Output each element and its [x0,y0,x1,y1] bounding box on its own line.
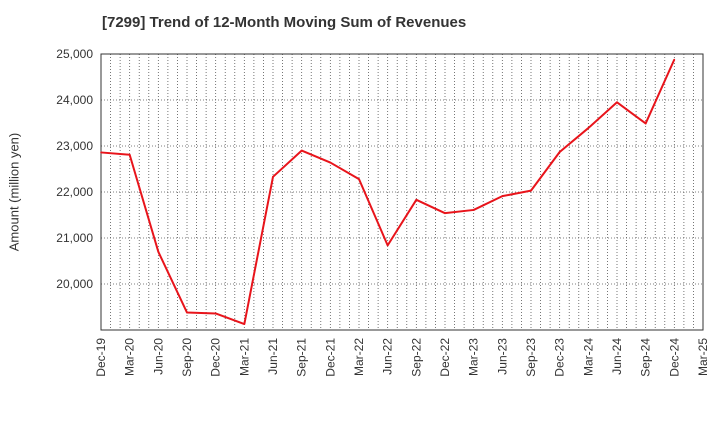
x-tick-label: Jun-24 [610,338,624,375]
x-tick-label: Mar-23 [467,338,481,376]
x-tick-label: Sep-23 [524,338,538,377]
series-layer [100,58,676,326]
y-tick-label: 20,000 [56,277,93,291]
y-tick-label: 23,000 [56,139,93,153]
data-point [444,212,446,214]
data-point [530,189,532,192]
data-point [358,178,360,180]
x-tick-label: Jun-21 [266,338,280,375]
data-point [501,195,504,197]
data-point [472,209,475,211]
data-point [214,312,217,315]
plot-frame [100,53,704,331]
data-point [100,151,102,154]
data-point [415,199,418,201]
x-tick-label: Mar-20 [123,338,137,376]
x-tick-label: Dec-19 [94,338,108,377]
x-tick-label: Jun-22 [381,338,395,375]
y-tick-label: 22,000 [56,185,93,199]
data-point [644,122,647,125]
y-tick-label: 24,000 [56,93,93,107]
x-tick-label: Mar-24 [581,338,595,376]
x-tick-label: Dec-24 [667,338,681,377]
x-tick-label: Dec-23 [553,338,567,377]
grid [101,53,703,330]
x-tick-label: Dec-21 [323,338,337,377]
data-point [128,153,131,156]
x-tick-label: Dec-22 [438,338,452,377]
data-point [329,161,332,164]
x-tick-label: Dec-20 [209,338,223,377]
data-point [558,151,561,153]
data-point [300,149,303,152]
data-point [157,251,160,253]
x-tick-label: Sep-24 [639,338,653,377]
x-tick-label: Mar-25 [696,338,710,376]
chart-title: [7299] Trend of 12-Month Moving Sum of R… [102,14,467,31]
x-tick-label: Mar-22 [352,338,366,376]
data-point [616,101,618,104]
x-axis-ticks: Dec-19 Mar-20 Jun-20 Sep-20 Dec-20 Mar-21 Jun-… [94,338,710,377]
y-axis-ticks: 20,000 21,000 22,000 23,000 24,000 25,000 [56,47,93,291]
data-point [272,176,274,178]
x-tick-label: Sep-22 [409,338,423,377]
y-tick-label: 21,000 [56,231,93,245]
data-point [186,311,188,314]
x-tick-label: Jun-20 [151,338,165,375]
data-point [386,244,389,247]
y-tick-label: 25,000 [56,47,93,61]
x-tick-label: Sep-21 [295,338,309,377]
x-tick-label: Sep-20 [180,338,194,377]
x-tick-label: Jun-23 [495,338,509,375]
data-point [587,127,590,129]
data-point [243,323,246,325]
x-tick-label: Mar-21 [237,338,251,376]
data-point [673,58,676,61]
